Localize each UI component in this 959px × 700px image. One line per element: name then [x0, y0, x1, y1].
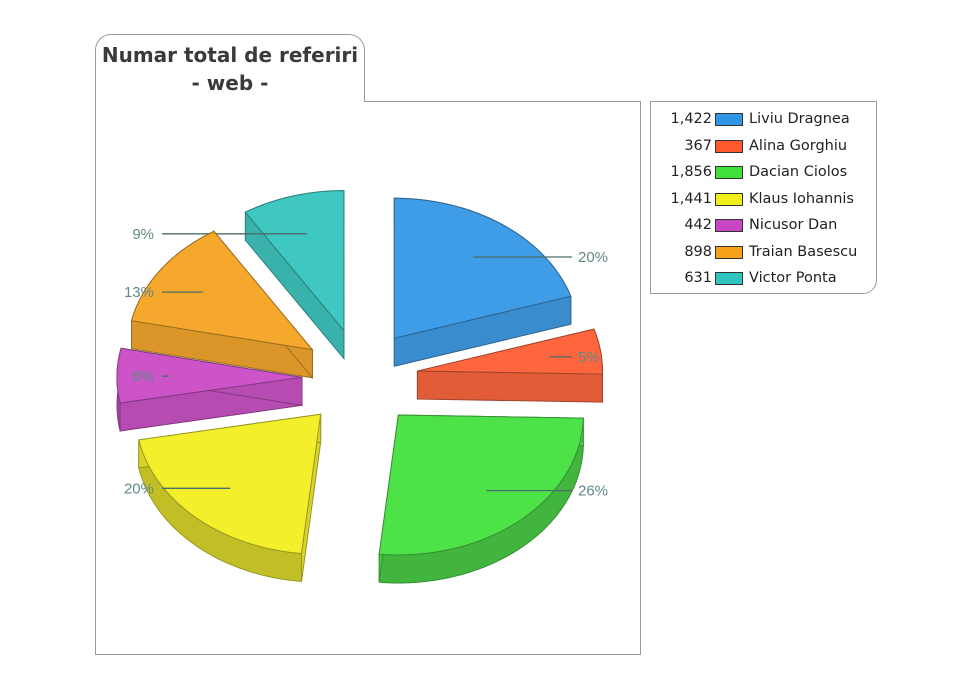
- legend-item: 1,856 Dacian Ciolos: [651, 161, 876, 188]
- legend-label: Dacian Ciolos: [749, 164, 848, 180]
- pie-slice-victor-ponta: [244, 190, 345, 361]
- legend-label: Victor Ponta: [749, 270, 837, 286]
- legend-swatch: [715, 192, 743, 206]
- pie-percent-label: 5%: [578, 349, 600, 366]
- legend-value: 442: [684, 217, 712, 233]
- legend-item: 442 Nicusor Dan: [651, 214, 876, 241]
- pie-percent-label: 20%: [124, 480, 154, 497]
- legend-swatch: [715, 139, 743, 153]
- legend: 1,422 Liviu Dragnea 367 Alina Gorghiu 1,856 D…: [650, 101, 877, 294]
- pie-slice-top: [417, 328, 603, 375]
- chart-title: Numar total de referiri - web -: [95, 34, 365, 102]
- legend-item: 631 Victor Ponta: [651, 267, 876, 294]
- legend-value: 1,441: [670, 190, 712, 207]
- pie-slice-wall: [416, 370, 603, 403]
- legend-label: Alina Gorghiu: [749, 137, 848, 154]
- pie-slice-top: [116, 347, 303, 404]
- pie-slice-alina-gorghiu: [416, 328, 603, 403]
- pie-percent-label: 13%: [124, 284, 154, 301]
- pie-percent-label: 9%: [132, 226, 154, 243]
- pie-slice-top: [130, 230, 314, 351]
- legend-value: 367: [684, 137, 712, 154]
- legend-value: 631: [684, 270, 712, 286]
- pie-slice-top: [138, 413, 322, 555]
- legend-swatch: [715, 113, 743, 126]
- pie-slice-top: [244, 190, 345, 333]
- pie-slice-dacian-ciolos: [378, 414, 584, 584]
- legend-item: 898 Traian Basescu: [651, 241, 876, 268]
- legend-swatch: [715, 272, 743, 285]
- legend-value: 1,856: [670, 164, 712, 180]
- legend-item: 1,422 Liviu Dragnea: [651, 108, 876, 135]
- chart-title-line2: - web -: [191, 70, 269, 95]
- legend-swatch: [715, 245, 743, 259]
- legend-value: 1,422: [670, 111, 712, 127]
- legend-item: 367 Alina Gorghiu: [651, 135, 876, 162]
- pie-slice-klaus-iohannis: [138, 413, 322, 583]
- legend-swatch: [715, 166, 743, 179]
- legend-item: 1,441 Klaus Iohannis: [651, 188, 876, 215]
- pie-percent-label: 6%: [132, 368, 154, 385]
- pie-slice-liviu-dragnea: [393, 197, 572, 367]
- legend-value: 898: [684, 243, 712, 260]
- legend-label: Traian Basescu: [749, 243, 858, 260]
- legend-label: Nicusor Dan: [749, 217, 838, 233]
- legend-swatch: [715, 219, 743, 232]
- chart-title-line1: Numar total de referiri: [101, 42, 359, 67]
- pie-percent-label: 26%: [578, 483, 608, 500]
- pie-slice-traian-basescu: [130, 229, 314, 380]
- legend-label: Liviu Dragnea: [749, 111, 850, 127]
- pie-slice-nicusor-dan: [116, 347, 303, 432]
- pie-slice-top: [378, 414, 584, 556]
- pie-slice-top: [393, 197, 572, 339]
- legend-label: Klaus Iohannis: [749, 190, 854, 207]
- pie-percent-label: 20%: [578, 249, 608, 266]
